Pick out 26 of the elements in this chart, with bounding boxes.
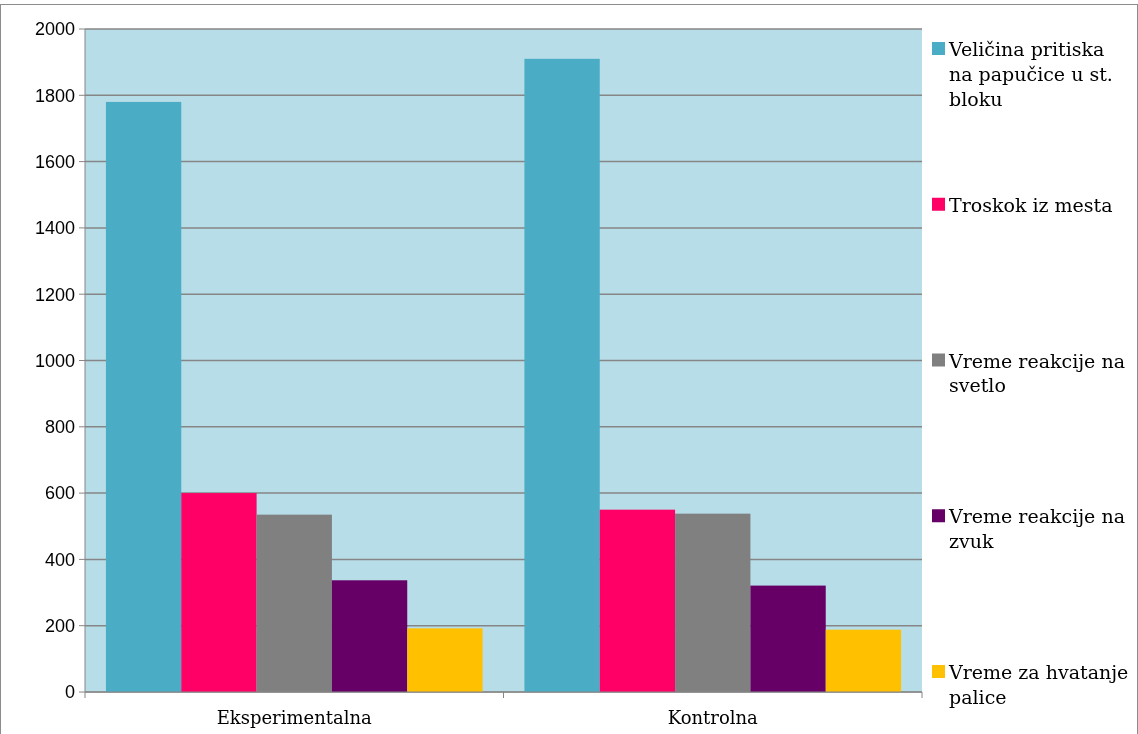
legend-label: Vreme reakcije na zvuk (948, 505, 1125, 553)
bar (524, 58, 600, 692)
bar (599, 509, 676, 692)
legend-label: Veličina pritiska na papučice u st. bloku (948, 38, 1113, 110)
y-tick-label: 0 (64, 682, 75, 703)
legend-label: Troskok iz mesta (949, 193, 1113, 216)
x-tick-label: Kontrolna (667, 707, 759, 728)
legend-label: Vreme reakcije na svetlo (948, 349, 1125, 397)
bar (750, 585, 826, 692)
y-tick-label: 2000 (34, 19, 75, 40)
y-tick-label: 400 (44, 549, 75, 570)
y-tick-label: 1000 (34, 350, 75, 371)
bar (407, 628, 483, 692)
bar (105, 101, 182, 692)
bar (331, 580, 408, 692)
legend-label: Vreme za hvatanje palice (948, 661, 1129, 708)
bar (181, 493, 257, 692)
y-tick-label: 200 (44, 616, 75, 636)
y-tick-label: 600 (44, 483, 75, 504)
y-tick-label: 1400 (34, 218, 75, 239)
y-tick-label: 800 (44, 417, 75, 438)
y-tick-label: 1800 (34, 85, 75, 106)
y-tick-label: 1600 (34, 151, 75, 172)
bar (825, 629, 902, 692)
y-tick-label: 1200 (34, 284, 75, 305)
x-tick-label: Eksperimentalna (216, 707, 373, 728)
